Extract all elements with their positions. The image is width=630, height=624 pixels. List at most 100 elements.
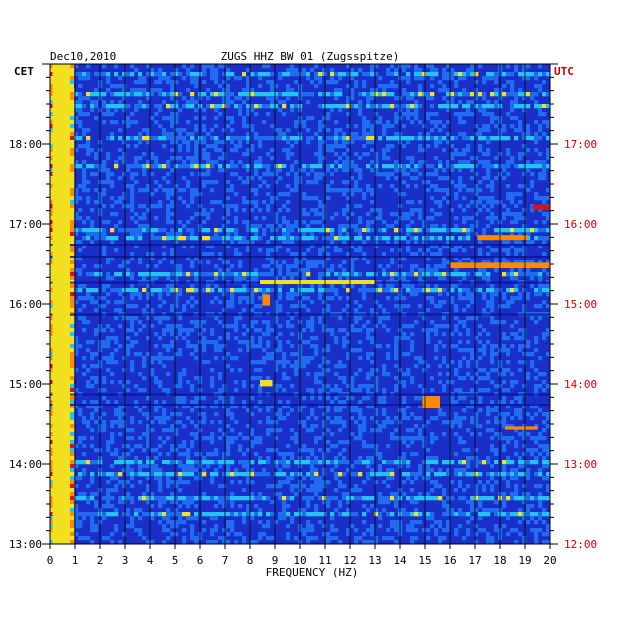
spectrogram-cell (502, 292, 507, 297)
spectrogram-cell (278, 412, 283, 417)
spectrogram-cell (122, 356, 127, 361)
spectrogram-cell (406, 404, 411, 409)
spectrogram-cell (394, 388, 399, 393)
spectrogram-cell (430, 236, 435, 241)
spectrogram-cell (446, 92, 451, 97)
spectrogram-cell (70, 144, 75, 149)
spectrogram-cell (186, 284, 191, 289)
spectrogram-cell (238, 368, 243, 373)
spectrogram-cell (366, 96, 371, 101)
spectrogram-cell (494, 88, 499, 93)
spectrogram-cell (190, 260, 195, 265)
spectrogram-cell (406, 76, 411, 81)
spectrogram-cell (442, 300, 447, 305)
spectrogram-cell (502, 388, 507, 393)
spectrogram-cell (458, 360, 463, 365)
spectrogram-cell (514, 428, 519, 433)
spectrogram-cell (246, 148, 251, 153)
spectrogram-cell (90, 300, 95, 305)
spectrogram-cell (478, 76, 483, 81)
spectrogram-cell (486, 100, 491, 105)
spectrogram-cell (226, 408, 231, 413)
spectrogram-cell (238, 260, 243, 265)
spectrogram-cell (238, 136, 243, 141)
spectrogram-cell (294, 304, 299, 309)
spectrogram-cell (70, 240, 75, 245)
spectrogram-cell (90, 108, 95, 113)
spectrogram-cell (302, 192, 307, 197)
spectrogram-cell (258, 184, 263, 189)
spectrogram-cell (350, 372, 355, 377)
spectrogram-cell (346, 168, 351, 173)
spectrogram-cell (390, 240, 395, 245)
spectrogram-cell (74, 344, 79, 349)
spectrogram-cell (542, 120, 547, 125)
spectrogram-cell (418, 428, 423, 433)
spectrogram-cell (254, 80, 259, 85)
spectrogram-cell (258, 76, 263, 81)
spectrogram-cell (130, 304, 135, 309)
spectrogram-cell (50, 256, 55, 261)
spectrogram-cell (410, 268, 415, 273)
spectrogram-cell (266, 168, 271, 173)
spectrogram-cell (78, 316, 83, 321)
spectrogram-cell (518, 156, 523, 161)
spectrogram-cell (538, 136, 543, 141)
spectrogram-cell (310, 324, 315, 329)
spectrogram-cell (410, 376, 415, 381)
spectrogram-cell (450, 152, 455, 157)
spectrogram-cell (342, 192, 347, 197)
spectrogram-cell (138, 300, 143, 305)
spectrogram-cell (462, 148, 467, 153)
spectrogram-cell (222, 140, 227, 145)
spectrogram-cell (78, 132, 83, 137)
spectrogram-cell (430, 164, 435, 169)
spectrogram-cell (358, 384, 363, 389)
spectrogram-cell (282, 72, 287, 77)
spectrogram-cell (222, 368, 227, 373)
spectrogram-cell (518, 416, 523, 421)
spectrogram-cell (374, 172, 379, 177)
spectrogram-cell (194, 84, 199, 89)
spectrogram-cell (350, 256, 355, 261)
spectrogram-cell (426, 128, 431, 133)
spectrogram-cell (202, 156, 207, 161)
spectrogram-cell (374, 408, 379, 413)
spectrogram-cell (234, 76, 239, 81)
spectrogram-cell (462, 72, 467, 77)
spectrogram-cell (202, 208, 207, 213)
spectrogram-cell (466, 208, 471, 213)
spectrogram-cell (230, 396, 235, 401)
spectrogram-cell (70, 356, 75, 361)
spectrogram-cell (346, 180, 351, 185)
spectrogram-cell (294, 220, 299, 225)
spectrogram-cell (546, 80, 551, 85)
spectrogram-cell (446, 188, 451, 193)
spectrogram-cell (494, 80, 499, 85)
spectrogram-cell (234, 388, 239, 393)
spectrogram-cell (222, 404, 227, 409)
spectrogram-cell (142, 376, 147, 381)
spectrogram-cell (346, 204, 351, 209)
spectrogram-cell (122, 288, 127, 293)
spectrogram-cell (102, 424, 107, 429)
spectrogram-cell (310, 196, 315, 201)
spectrogram-cell (514, 116, 519, 121)
spectrogram-cell (146, 432, 151, 437)
spectrogram-cell (414, 136, 419, 141)
spectrogram-cell (394, 96, 399, 101)
spectrogram-cell (262, 180, 267, 185)
spectrogram-cell (210, 420, 215, 425)
spectrogram-cell (338, 248, 343, 253)
spectrogram-cell (238, 112, 243, 117)
spectrogram-cell (474, 424, 479, 429)
spectrogram-cell (170, 272, 175, 277)
spectrogram-cell (134, 316, 139, 321)
spectrogram-cell (94, 72, 99, 77)
spectrogram-cell (338, 272, 343, 277)
spectrogram-cell (294, 360, 299, 365)
spectrogram-cell (402, 372, 407, 377)
spectrogram-cell (346, 232, 351, 237)
spectrogram-cell (438, 136, 443, 141)
spectrogram-cell (166, 188, 171, 193)
